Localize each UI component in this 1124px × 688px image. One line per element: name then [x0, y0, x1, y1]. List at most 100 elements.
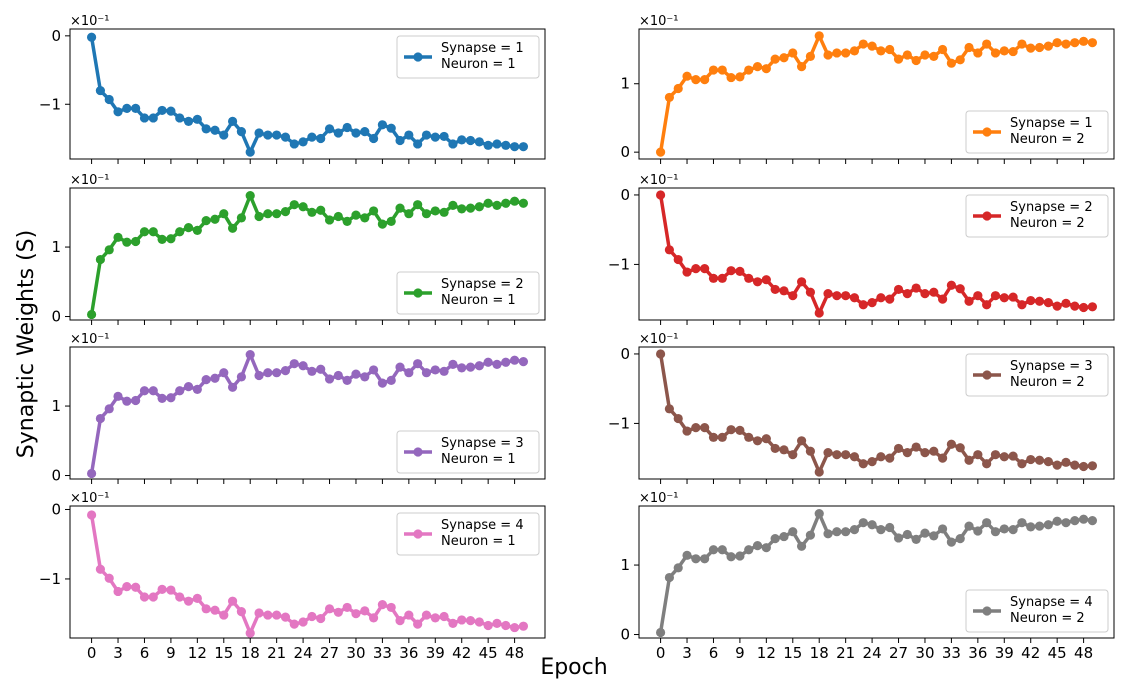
scale-factor-label: ×10⁻¹: [639, 491, 679, 506]
data-point: [841, 527, 851, 537]
data-point: [377, 378, 388, 388]
data-point: [1026, 43, 1036, 53]
data-point: [139, 113, 150, 123]
legend-box: [396, 430, 540, 474]
data-point: [272, 209, 282, 219]
legend-label: Neuron = 1: [441, 452, 516, 467]
data-point: [858, 459, 868, 469]
data-point: [201, 604, 211, 614]
data-point: [867, 457, 877, 467]
x-tick-label: 27: [320, 644, 339, 662]
data-point: [236, 127, 247, 137]
data-point: [717, 65, 727, 75]
data-point: [867, 298, 877, 308]
data-point: [929, 51, 939, 61]
data-point: [192, 114, 202, 124]
data-point: [999, 524, 1009, 534]
data-point: [175, 386, 185, 396]
data-point: [509, 355, 520, 365]
data-point: [413, 200, 423, 210]
data-point: [148, 227, 158, 237]
axes-frame: [638, 28, 1115, 160]
legend-label: Synapse = 1: [441, 41, 524, 56]
data-point: [227, 596, 238, 606]
y-tick-label: 0: [51, 500, 61, 518]
data-point: [316, 205, 326, 215]
data-point: [448, 200, 458, 210]
data-point: [955, 55, 965, 65]
data-point: [664, 92, 675, 103]
axes-frame: [69, 505, 546, 639]
data-point: [210, 125, 220, 135]
data-point: [175, 227, 185, 237]
data-point: [113, 586, 123, 597]
data-point: [448, 139, 458, 149]
scale-factor-label: ×10⁻¹: [639, 332, 679, 347]
data-point: [867, 41, 877, 51]
data-point: [122, 581, 132, 592]
data-point: [236, 372, 247, 382]
data-point: [157, 393, 167, 404]
data-point: [876, 293, 886, 303]
x-tick-label: 15: [214, 644, 233, 662]
data-point: [236, 607, 247, 617]
data-point: [122, 396, 132, 406]
data-point: [166, 106, 176, 116]
data-point: [946, 439, 957, 449]
data-point: [796, 62, 807, 72]
data-point: [752, 277, 763, 287]
data-point: [360, 213, 370, 223]
x-tick-label: 33: [373, 644, 392, 662]
data-point: [439, 207, 449, 217]
data-point: [219, 209, 229, 219]
legend-label: Neuron = 2: [1010, 132, 1085, 147]
data-point: [788, 527, 798, 537]
x-tick-label: 0: [656, 644, 666, 662]
data-point: [744, 65, 754, 75]
data-point: [744, 432, 754, 442]
data-point: [982, 459, 992, 469]
data-point: [788, 48, 798, 58]
data-point: [122, 103, 132, 113]
data-point: [805, 530, 816, 540]
data-point: [761, 543, 771, 553]
data-point: [280, 612, 291, 622]
scale-factor-label: ×10⁻¹: [639, 14, 679, 29]
data-point: [280, 132, 291, 142]
data-point: [841, 48, 851, 58]
data-point: [682, 71, 692, 81]
data-point: [210, 373, 220, 383]
legend-box: [965, 589, 1109, 633]
x-tick-label: 6: [140, 644, 150, 662]
data-point: [1087, 515, 1098, 526]
data-point: [430, 206, 440, 216]
legend-marker: [982, 370, 992, 380]
axes-frame: [638, 187, 1115, 321]
data-point: [937, 524, 948, 534]
x-tick-label: 48: [1074, 644, 1093, 662]
data-point: [726, 266, 736, 276]
x-tick-label: 21: [267, 644, 286, 662]
data-point: [1043, 457, 1053, 467]
data-point: [351, 369, 361, 379]
data-point: [342, 375, 352, 385]
data-point: [175, 592, 185, 602]
data-point: [263, 610, 273, 620]
x-tick-label: 39: [995, 644, 1014, 662]
data-point: [201, 375, 211, 385]
data-point: [122, 237, 132, 247]
axes-frame: [69, 28, 546, 160]
data-point: [982, 518, 992, 528]
y-tick-label: −1: [39, 95, 61, 113]
data-point: [1017, 39, 1027, 49]
data-point: [254, 128, 264, 138]
data-point: [788, 291, 798, 301]
data-point: [377, 219, 388, 229]
legend-box: [965, 110, 1109, 154]
data-point: [404, 130, 414, 140]
data-point: [744, 545, 754, 555]
data-point: [324, 604, 335, 614]
legend-marker: [413, 52, 423, 62]
x-tick-label: 12: [188, 644, 207, 662]
